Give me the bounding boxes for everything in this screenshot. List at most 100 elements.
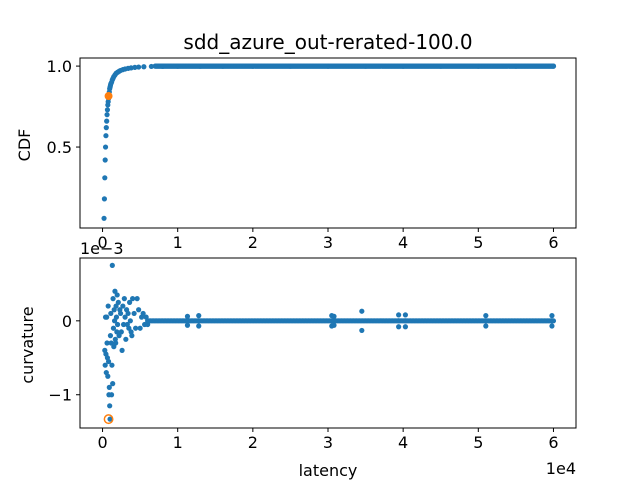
curvature-y-axis-label: curvature xyxy=(18,306,37,383)
curvature-x-ticks: 0 1 2 3 4 5 6 xyxy=(97,428,559,452)
curvature-data-point xyxy=(331,322,337,328)
curvature-data-point xyxy=(549,323,555,329)
curvature-data-point xyxy=(110,381,116,387)
curvature-data-point xyxy=(359,327,365,334)
curvature-data-point xyxy=(483,323,489,329)
cdf-x-tick-label: 1 xyxy=(173,233,183,252)
curvature-data-point xyxy=(113,314,120,320)
cdf-y-tick-label: 0.5 xyxy=(47,138,72,157)
cdf-x-tick-label: 2 xyxy=(248,233,258,252)
cdf-data-point xyxy=(102,175,108,181)
cdf-data-point xyxy=(104,112,110,118)
curvature-data-point xyxy=(127,299,133,305)
curvature-data-point xyxy=(134,296,140,302)
cdf-data-point xyxy=(104,118,110,124)
curvature-data-point xyxy=(137,325,143,331)
cdf-data-point xyxy=(103,125,109,131)
curvature-data-point xyxy=(105,303,111,309)
curvature-data-point xyxy=(122,314,128,320)
cdf-data-point xyxy=(132,64,138,70)
curvature-x-tick-label: 2 xyxy=(248,433,258,452)
cdf-data-point xyxy=(102,157,108,163)
curvature-y-tick-label: −1 xyxy=(48,386,72,405)
curvature-x-tick-label: 1 xyxy=(173,433,183,452)
curvature-data-point xyxy=(133,325,139,331)
curvature-data-point xyxy=(110,296,116,302)
curvature-data-point xyxy=(106,384,112,390)
cdf-x-tick-label: 6 xyxy=(548,233,558,252)
curvature-data-point xyxy=(108,310,114,317)
cdf-x-tick-label: 4 xyxy=(398,233,408,252)
cdf-data-point xyxy=(102,144,109,150)
curvature-data-point xyxy=(483,313,489,319)
cdf-panel: 0 1 2 3 4 5 6 0.5 1.0 CDF xyxy=(15,57,577,252)
curvature-data-point xyxy=(104,314,110,320)
cdf-y-axis-label: CDF xyxy=(15,129,34,162)
curvature-points xyxy=(102,262,557,425)
curvature-data-point xyxy=(114,292,120,298)
curvature-data-point xyxy=(184,313,191,319)
curvature-data-point xyxy=(107,333,114,339)
curvature-data-point xyxy=(140,310,146,317)
curvature-data-point xyxy=(107,416,113,422)
curvature-data-point xyxy=(396,312,402,318)
curvature-data-point xyxy=(119,347,125,353)
curvature-y-tick-label: 0 xyxy=(62,312,72,331)
curvature-data-point xyxy=(396,324,402,330)
curvature-data-point xyxy=(127,318,133,324)
cdf-data-point xyxy=(103,133,109,139)
curvature-data-point xyxy=(105,358,112,365)
cdf-x-ticks: 0 1 2 3 4 5 6 xyxy=(97,228,559,252)
curvature-x-tick-label: 5 xyxy=(473,433,483,452)
curvature-data-point xyxy=(184,322,191,328)
curvature-x-tick-label: 6 xyxy=(548,433,558,452)
curvature-data-point xyxy=(109,262,115,268)
cdf-data-point xyxy=(550,63,557,69)
curvature-data-point xyxy=(331,313,337,319)
curvature-panel: 0 1 2 3 4 5 6 −1 0 curvature latency 1e−3 1e4 xyxy=(18,239,577,480)
curvature-highlight-point xyxy=(103,414,114,425)
curvature-data-point xyxy=(196,323,202,329)
curvature-data-point xyxy=(109,362,115,368)
curvature-data-point xyxy=(402,324,409,330)
cdf-data-point xyxy=(136,64,142,70)
curvature-data-point xyxy=(108,392,115,398)
cdf-data-point xyxy=(148,63,154,70)
cdf-data-point xyxy=(101,215,107,221)
curvature-data-point xyxy=(136,307,142,313)
cdf-y-tick-label: 1.0 xyxy=(47,57,72,76)
curvature-data-point xyxy=(121,296,127,302)
curvature-data-point xyxy=(123,336,129,342)
curvature-x-axis-label: latency xyxy=(299,461,358,480)
curvature-data-point xyxy=(108,340,114,346)
cdf-x-tick-label: 3 xyxy=(323,233,333,252)
curvature-data-point xyxy=(115,299,121,305)
curvature-data-point xyxy=(125,310,131,317)
curvature-data-point xyxy=(113,340,119,346)
curvature-data-point xyxy=(120,303,126,309)
curvature-data-point xyxy=(107,403,113,409)
cdf-data-point xyxy=(101,196,108,202)
curvature-data-point xyxy=(130,296,136,302)
curvature-x-tick-label: 3 xyxy=(323,433,333,452)
curvature-data-point xyxy=(402,312,409,318)
curvature-data-point xyxy=(102,362,108,368)
cdf-data-point xyxy=(104,107,111,113)
cdf-x-tick-label: 5 xyxy=(473,233,483,252)
curvature-data-point xyxy=(131,310,137,317)
cdf-x-tick-label: 0 xyxy=(97,233,107,252)
cdf-points xyxy=(101,63,557,221)
curvature-y-ticks: −1 0 xyxy=(48,312,80,405)
curvature-x-tick-label: 0 xyxy=(97,433,107,452)
cdf-highlight-point xyxy=(104,92,113,101)
curvature-data-point xyxy=(196,313,202,319)
curvature-data-point xyxy=(118,329,124,335)
curvature-data-point xyxy=(549,313,555,319)
curvature-x-tick-label: 4 xyxy=(398,433,408,452)
curvature-data-point xyxy=(359,308,365,314)
y-offset-label: 1e−3 xyxy=(80,239,124,258)
curvature-data-point xyxy=(129,333,135,339)
curvature-data-point xyxy=(105,373,111,379)
